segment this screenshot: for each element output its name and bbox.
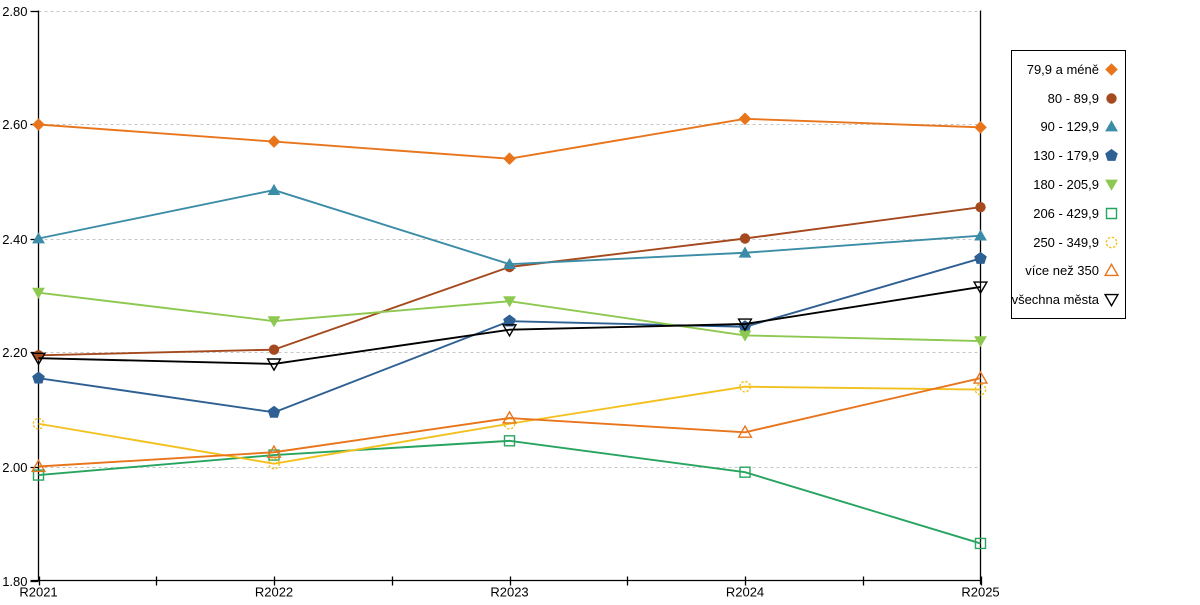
y-tick-label: 2.80 (2, 4, 27, 19)
series-2 (32, 183, 987, 270)
axes: 1.80 2.00 2.20 2.40 2.60 2.80 R2021 R2022 R2023 R… (2, 4, 999, 600)
legend-item: 180 - 205,9 (1014, 170, 1120, 199)
y-tick-label: 2.00 (2, 460, 27, 475)
x-tick-label: R2022 (255, 585, 293, 600)
legend-label: 90 - 129,9 (1040, 119, 1099, 135)
legend-marker-diamond-icon (1105, 63, 1118, 76)
series-8 (30, 281, 989, 372)
legend-label: 206 - 429,9 (1033, 205, 1099, 221)
y-tick-label: 1.80 (2, 574, 27, 589)
legend-label: 80 - 89,9 (1047, 90, 1099, 106)
x-tick-label: R2025 (961, 585, 999, 600)
legend-label: 180 - 205,9 (1033, 177, 1099, 192)
chart-legend: 79,9 a méně 80 - 89,9 90 - 129,9 130 - 1… (1011, 50, 1126, 319)
y-tick-label: 2.40 (2, 232, 27, 247)
y-tick-label: 2.60 (2, 117, 27, 132)
legend-label: 130 - 179,9 (1033, 148, 1099, 164)
series-7 (30, 370, 989, 473)
series-0 (32, 112, 987, 165)
legend-marker-triangle-down-icon (1105, 179, 1118, 191)
legend-marker-open-triangle-down-icon (1103, 294, 1120, 308)
x-tick-label: R2024 (726, 585, 764, 600)
legend-label: více než 350 (1025, 263, 1099, 279)
legend-item: více než 350 (1014, 256, 1120, 285)
legend-item: 206 - 429,9 (1014, 199, 1120, 228)
legend-label: 79,9 a méně (1026, 61, 1099, 77)
legend-marker-open-triangle-icon (1103, 263, 1120, 277)
y-tick-label: 2.20 (2, 345, 27, 360)
x-tick-label: R2021 (19, 585, 57, 600)
series-5 (32, 435, 987, 550)
legend-marker-open-square-icon (1105, 207, 1118, 219)
series-4 (32, 287, 987, 348)
legend-marker-open-circle-icon (1105, 236, 1118, 248)
legend-marker-pentagon-icon (1105, 149, 1118, 162)
x-tick-label: R2023 (490, 585, 528, 600)
legend-label: všechna města (1011, 292, 1099, 308)
legend-item: 79,9 a méně (1014, 55, 1120, 84)
legend-marker-triangle-icon (1105, 120, 1118, 132)
legend-item: 90 - 129,9 (1014, 113, 1120, 142)
legend-item: 250 - 349,9 (1014, 228, 1120, 257)
legend-marker-circle-icon (1106, 92, 1117, 104)
legend-item: všechna města (1011, 285, 1120, 314)
legend-item: 130 - 179,9 (1014, 141, 1120, 170)
series-6 (32, 380, 987, 470)
legend-item: 80 - 89,9 (1014, 84, 1120, 113)
legend-label: 250 - 349,9 (1033, 234, 1099, 250)
